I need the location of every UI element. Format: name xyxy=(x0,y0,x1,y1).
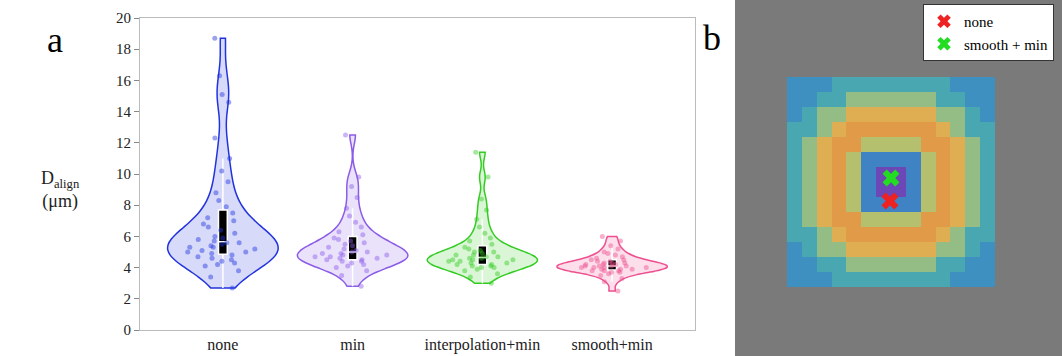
svg-text:10: 10 xyxy=(116,166,131,182)
svg-text:min: min xyxy=(340,336,365,353)
svg-text:a: a xyxy=(47,20,63,60)
svg-text:12: 12 xyxy=(116,135,131,151)
svg-text:6: 6 xyxy=(124,229,132,245)
svg-text:D​align​(μm): D​align​(μm) xyxy=(41,168,80,212)
svg-text:20: 20 xyxy=(116,10,131,26)
svg-text:18: 18 xyxy=(116,41,131,57)
svg-text:interpolation+min: interpolation+min xyxy=(425,336,541,354)
svg-text:14: 14 xyxy=(116,104,132,120)
svg-text:smooth + min: smooth + min xyxy=(964,37,1048,53)
svg-text:smooth+min: smooth+min xyxy=(572,336,653,353)
svg-text:b: b xyxy=(703,18,721,58)
svg-text:16: 16 xyxy=(116,73,132,89)
svg-text:none: none xyxy=(964,14,994,30)
svg-text:2: 2 xyxy=(124,291,132,307)
svg-text:0: 0 xyxy=(124,322,132,338)
svg-text:8: 8 xyxy=(124,197,132,213)
svg-text:none: none xyxy=(207,336,238,353)
svg-text:4: 4 xyxy=(124,260,132,276)
